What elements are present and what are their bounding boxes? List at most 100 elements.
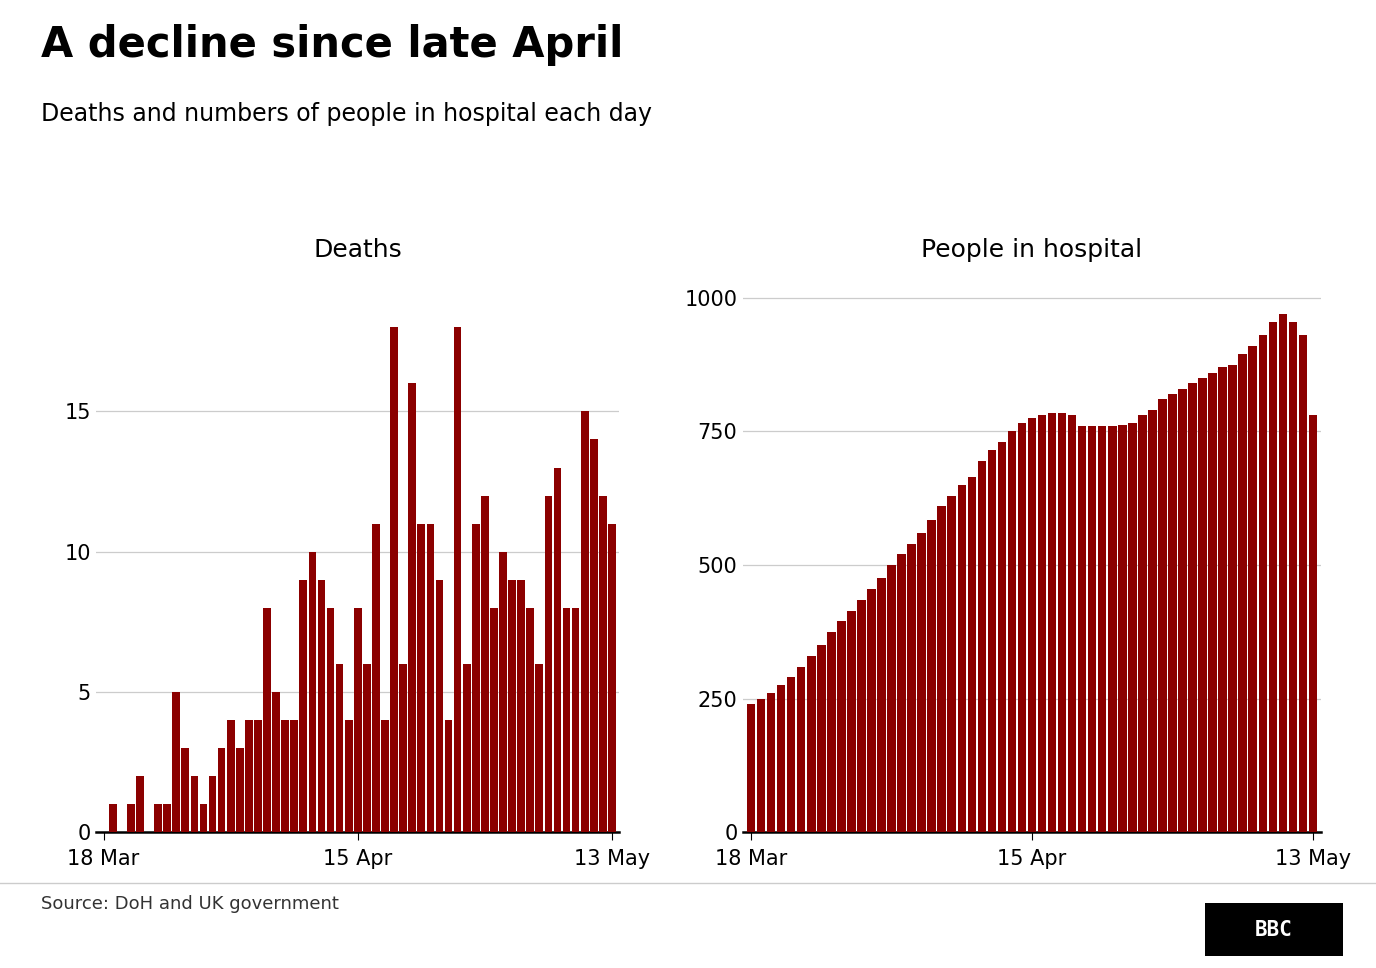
Bar	[336, 664, 344, 832]
Bar	[164, 804, 171, 832]
Bar	[553, 468, 561, 832]
Bar	[1309, 415, 1317, 832]
Bar	[967, 477, 976, 832]
Bar	[363, 664, 370, 832]
Bar	[263, 608, 271, 832]
Bar	[290, 720, 299, 832]
Bar	[766, 693, 776, 832]
Bar	[436, 580, 443, 832]
Bar	[888, 565, 896, 832]
Bar	[948, 496, 956, 832]
Bar	[354, 608, 362, 832]
Bar	[1038, 415, 1046, 832]
Bar	[1047, 412, 1057, 832]
Bar	[326, 608, 334, 832]
Bar	[1077, 426, 1087, 832]
Bar	[1128, 423, 1137, 832]
Bar	[1108, 426, 1116, 832]
Text: BBC: BBC	[1255, 920, 1293, 940]
Bar	[381, 720, 389, 832]
Bar	[1269, 321, 1277, 832]
Bar	[1098, 426, 1106, 832]
Bar	[127, 804, 135, 832]
Bar	[517, 580, 526, 832]
Bar	[300, 580, 307, 832]
Bar	[1119, 425, 1127, 832]
Bar	[308, 552, 316, 832]
Bar	[172, 692, 180, 832]
Bar	[182, 748, 189, 832]
Bar	[1148, 410, 1157, 832]
Bar	[907, 544, 916, 832]
Bar	[345, 720, 352, 832]
Bar	[1058, 412, 1066, 832]
Bar	[977, 461, 987, 832]
Bar	[1028, 418, 1036, 832]
Bar	[482, 496, 488, 832]
Title: People in hospital: People in hospital	[922, 238, 1142, 262]
Bar	[454, 327, 461, 832]
Bar	[599, 496, 607, 832]
Bar	[417, 524, 425, 832]
Text: Deaths and numbers of people in hospital each day: Deaths and numbers of people in hospital…	[41, 102, 652, 126]
Bar	[590, 439, 597, 832]
Bar	[1229, 365, 1237, 832]
Bar	[1278, 314, 1287, 832]
Bar	[281, 720, 289, 832]
Text: A decline since late April: A decline since late April	[41, 24, 623, 66]
Bar	[777, 685, 786, 832]
Bar	[136, 776, 143, 832]
Bar	[255, 720, 261, 832]
Bar	[1018, 423, 1026, 832]
Bar	[1068, 415, 1076, 832]
Bar	[508, 580, 516, 832]
Bar	[937, 506, 945, 832]
Bar	[918, 533, 926, 832]
Bar	[209, 776, 216, 832]
Bar	[154, 804, 162, 832]
Bar	[837, 621, 846, 832]
Bar	[272, 692, 279, 832]
Bar	[806, 656, 816, 832]
Bar	[927, 520, 936, 832]
Bar	[1299, 335, 1307, 832]
Bar	[572, 608, 579, 832]
Bar	[581, 411, 589, 832]
Bar	[787, 678, 795, 832]
Bar	[372, 524, 380, 832]
Bar	[1259, 335, 1267, 832]
Bar	[1189, 383, 1197, 832]
Bar	[1178, 389, 1186, 832]
Bar	[427, 524, 435, 832]
Bar	[563, 608, 571, 832]
Bar	[217, 748, 226, 832]
Bar	[399, 664, 407, 832]
Bar	[1159, 400, 1167, 832]
Bar	[988, 450, 996, 832]
Bar	[998, 442, 1006, 832]
Bar	[190, 776, 198, 832]
Bar	[857, 600, 866, 832]
Bar	[1288, 321, 1298, 832]
Bar	[1138, 415, 1146, 832]
Bar	[878, 579, 886, 832]
Bar	[444, 720, 453, 832]
Bar	[527, 608, 534, 832]
Bar	[1238, 354, 1247, 832]
Bar	[1208, 373, 1216, 832]
Bar	[848, 611, 856, 832]
Bar	[391, 327, 398, 832]
Bar	[897, 555, 905, 832]
Bar	[1198, 378, 1207, 832]
Bar	[797, 667, 805, 832]
Bar	[1218, 367, 1227, 832]
Bar	[608, 524, 616, 832]
Bar	[200, 804, 208, 832]
Bar	[1168, 394, 1176, 832]
Title: Deaths: Deaths	[314, 238, 402, 262]
Bar	[747, 704, 755, 832]
Text: Source: DoH and UK government: Source: DoH and UK government	[41, 895, 338, 914]
Bar	[867, 590, 875, 832]
Bar	[958, 485, 966, 832]
Bar	[318, 580, 325, 832]
